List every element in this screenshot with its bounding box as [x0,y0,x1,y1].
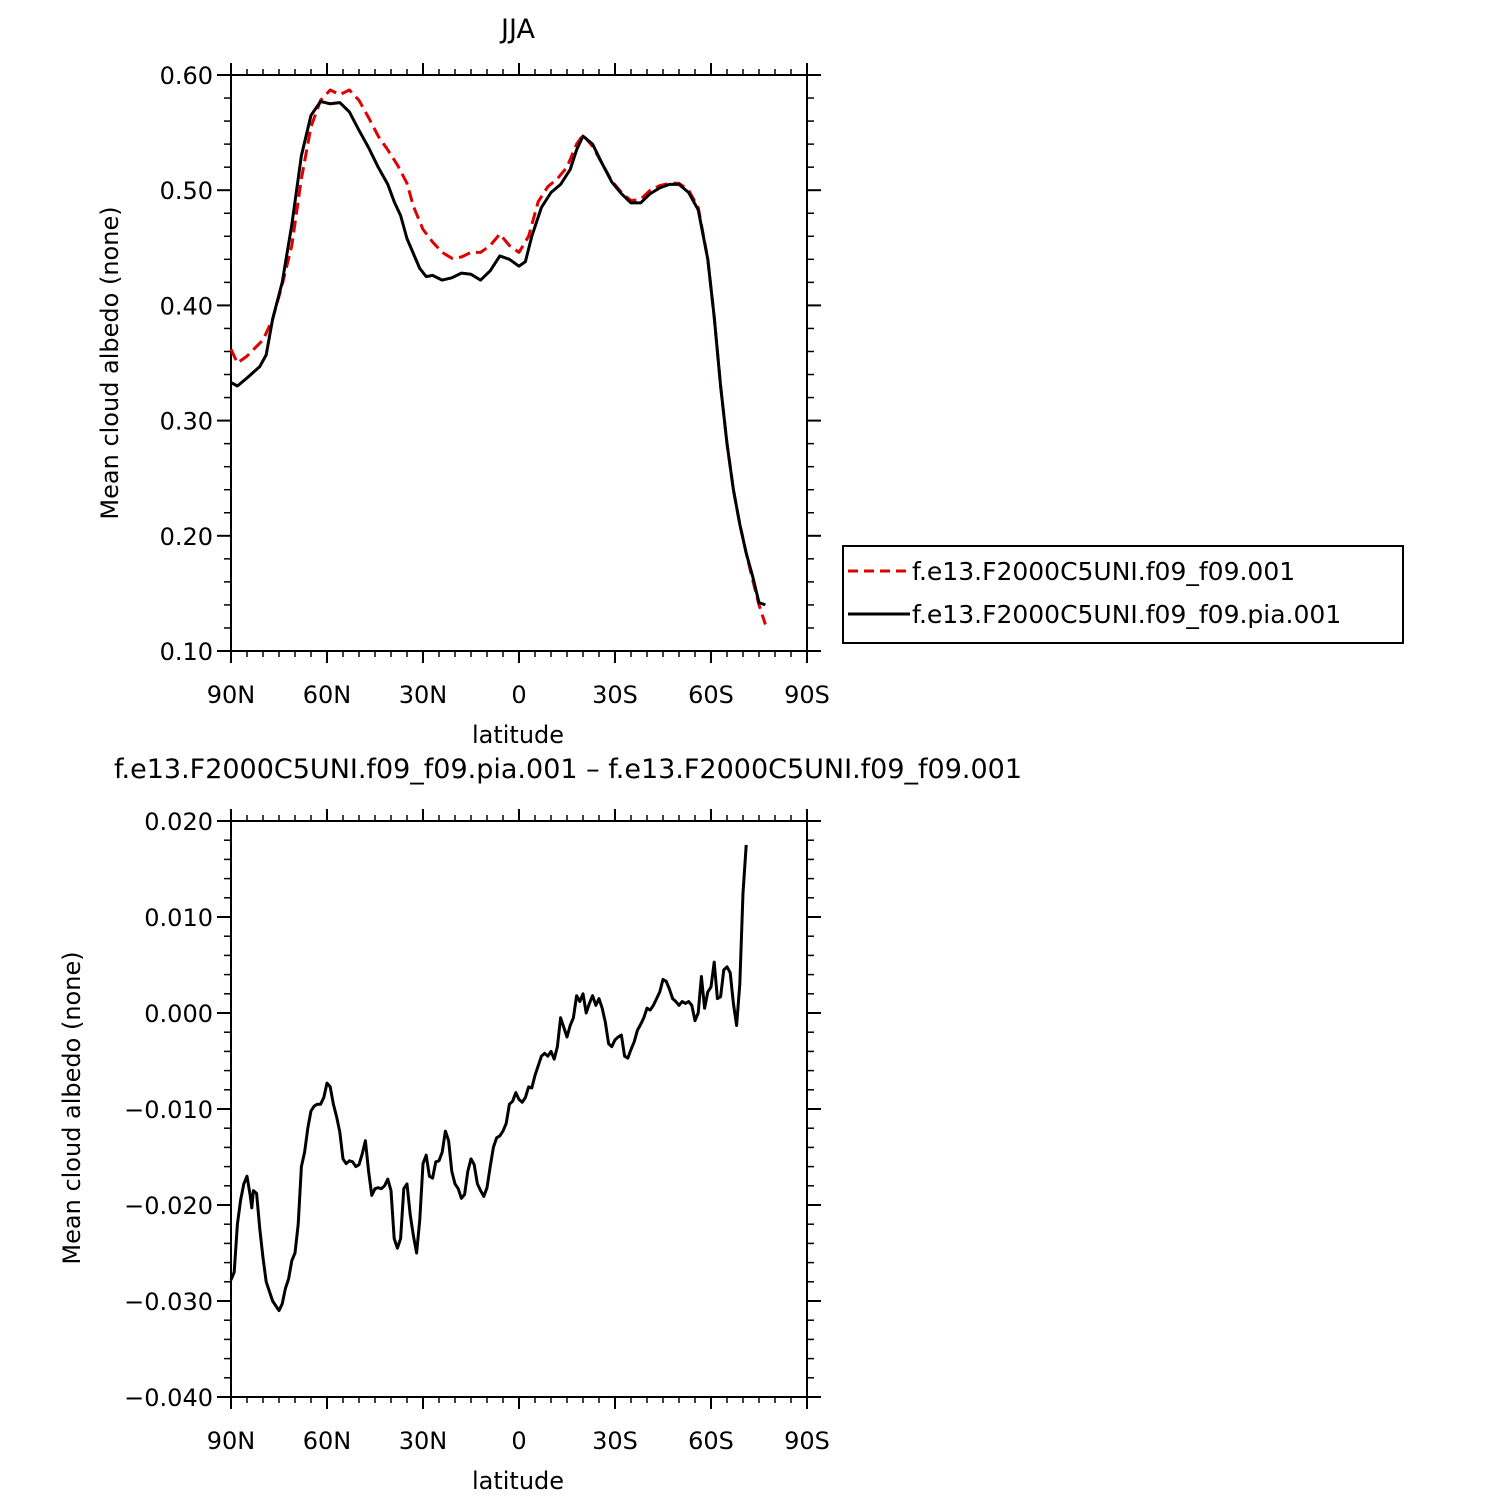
bottom-series-line-0 [229,844,748,1313]
top-y-tick-label: 0.60 [160,62,213,90]
bottom-y-tick-label: 0.010 [144,904,213,932]
top-x-axis-label: latitude [472,721,564,749]
bottom-x-tick-label: 90N [207,1427,256,1455]
top-y-tick-label: 0.10 [160,638,213,666]
top-plot-frame [230,74,808,652]
bottom-y-tick-label: 0.020 [144,808,213,836]
bottom-y-tick-label: 0.000 [144,1000,213,1028]
top-x-tick-label: 30S [592,681,638,709]
top-series-lines [229,88,767,625]
bottom-chart-title: f.e13.F2000C5UNI.f09_f09.pia.001 – f.e13… [114,754,1022,785]
bottom-x-tick-label: 30S [592,1427,638,1455]
top-x-tick-label: 90N [207,681,256,709]
bottom-x-tick-label: 30N [399,1427,448,1455]
top-x-tick-label: 60S [688,681,734,709]
bottom-series-lines [229,844,748,1313]
bottom-plot-frame [230,820,808,1398]
top-x-tick-label: 60N [303,681,352,709]
bottom-panel: f.e13.F2000C5UNI.f09_f09.pia.001 – f.e13… [58,754,1022,1495]
bottom-y-tick-label: −0.040 [124,1384,213,1412]
top-chart-title: JJA [499,14,535,45]
bottom-y-tick-label: −0.030 [124,1288,213,1316]
bottom-axes: 90N 60N 30N 0 30S 60S 90S −0.040 −0.030 −0.020 −0.… [124,808,830,1455]
bottom-y-tick-label: −0.010 [124,1096,213,1124]
top-x-tick-label: 30N [399,681,448,709]
top-x-tick-label: 0 [511,681,526,709]
top-y-tick-label: 0.20 [160,523,213,551]
bottom-x-tick-label: 90S [784,1427,830,1455]
legend-label-control: f.e13.F2000C5UNI.f09_f09.001 [912,557,1295,586]
bottom-y-axis-label: Mean cloud albedo (none) [58,951,86,1264]
bottom-x-tick-label: 60N [303,1427,352,1455]
top-y-axis-label: Mean cloud albedo (none) [96,206,124,519]
top-x-tick-label: 90S [784,681,830,709]
bottom-y-tick-label: −0.020 [124,1192,213,1220]
top-series-line-0 [229,88,767,625]
bottom-x-tick-label: 60S [688,1427,734,1455]
top-axes: 90N 60N 30N 0 30S 60S 90S 0.10 0.20 0.30 0.40 0.50 0… [160,62,830,709]
top-y-tick-label: 0.50 [160,177,213,205]
top-y-tick-label: 0.40 [160,292,213,320]
bottom-x-tick-label: 0 [511,1427,526,1455]
legend: f.e13.F2000C5UNI.f09_f09.001 f.e13.F2000… [842,545,1404,644]
legend-label-pia: f.e13.F2000C5UNI.f09_f09.pia.001 [912,600,1341,629]
top-y-tick-label: 0.30 [160,408,213,436]
top-series-line-1 [230,100,766,607]
legend-box [842,545,1404,644]
top-panel: JJA 90N 60N 30N 0 30S 60S 90S 0.10 0.20 0.30 0.40 0… [96,14,830,749]
bottom-x-axis-label: latitude [472,1467,564,1495]
